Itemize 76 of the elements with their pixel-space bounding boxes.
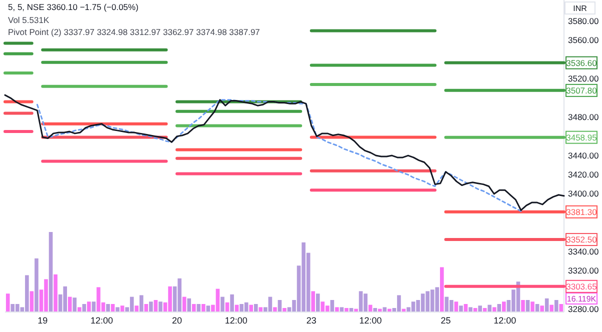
bar — [273, 307, 277, 312]
y-tick-label: 3420.00 — [568, 169, 599, 180]
bar — [530, 302, 534, 312]
annotation: Pivot Point (2) 3337.97 3324.98 3312.97 3362.97 3374.98 3387.97 — [8, 27, 260, 37]
bar — [72, 298, 77, 312]
bar — [220, 296, 224, 312]
bar — [335, 307, 339, 312]
bar — [30, 291, 34, 312]
bar — [478, 306, 482, 312]
bar — [6, 294, 10, 312]
x-tick-label: 12:00 — [359, 315, 382, 326]
x-tick-label: 12:00 — [90, 315, 114, 326]
x-tick-label: 19 — [38, 315, 48, 326]
bar — [106, 304, 110, 312]
bar — [258, 307, 263, 312]
bar — [230, 294, 234, 312]
x-tick-label: 12:00 — [494, 315, 516, 326]
bar — [140, 295, 144, 312]
annotation: 3352.50 — [566, 234, 598, 245]
bar — [158, 302, 162, 312]
bar — [488, 304, 492, 312]
bar — [316, 294, 320, 312]
bar — [554, 300, 558, 312]
bar — [311, 291, 316, 312]
bar — [87, 302, 91, 312]
bar — [78, 307, 82, 312]
x-tick-label: 20 — [172, 315, 182, 326]
bar — [521, 300, 525, 312]
chart-title: 5, 5, NSE 3360.10 −1.75 (−0.05%) — [8, 2, 139, 12]
x-tick-label: 23 — [306, 315, 316, 326]
annotation: Vol 5.531K — [8, 15, 50, 25]
bar — [440, 267, 444, 312]
bar — [34, 258, 38, 312]
x-tick-label: 12:00 — [224, 315, 248, 326]
y-tick-label: 3480.00 — [568, 112, 599, 122]
bar — [68, 296, 72, 312]
bar — [373, 308, 378, 312]
bar — [249, 304, 254, 312]
bar — [149, 302, 153, 312]
annotation: 3381.30 — [566, 206, 598, 217]
text: 16.119K — [566, 294, 597, 304]
annotation: 3303.65 — [566, 281, 598, 292]
bar — [116, 307, 120, 312]
bar — [254, 304, 258, 312]
annotation: 3536.60 — [566, 58, 598, 68]
bar — [192, 304, 196, 312]
y-tick-label: 3520.00 — [568, 73, 599, 84]
annotation: 3507.80 — [566, 85, 598, 96]
bar — [368, 304, 372, 312]
y-tick-label: 3320.00 — [568, 265, 599, 276]
y-tick-label: 3280.00 — [568, 304, 599, 314]
line-series — [36, 99, 522, 212]
y-tick-label: 3560.00 — [568, 35, 599, 46]
bar — [550, 304, 554, 312]
bar — [134, 306, 139, 312]
annotation: 3458.95 — [566, 132, 598, 142]
bar — [344, 308, 348, 312]
bar — [492, 307, 496, 312]
y-tick-label: 3440.00 — [568, 150, 599, 160]
bar — [48, 232, 53, 312]
bar — [559, 304, 564, 312]
bar — [282, 308, 286, 312]
text: INR — [573, 4, 588, 13]
x-tick-label: 25 — [440, 315, 451, 326]
y-tick-label: 3580.00 — [568, 16, 599, 26]
bar — [54, 274, 58, 312]
bar — [540, 306, 544, 312]
y-tick-label: 3340.00 — [568, 246, 599, 256]
bar — [497, 304, 502, 312]
bar — [502, 302, 506, 312]
bar — [187, 298, 192, 312]
bar — [202, 304, 206, 312]
bar — [468, 307, 472, 312]
bar — [459, 306, 463, 312]
bar — [196, 304, 201, 312]
y-tick-label: 3400.00 — [568, 188, 599, 199]
